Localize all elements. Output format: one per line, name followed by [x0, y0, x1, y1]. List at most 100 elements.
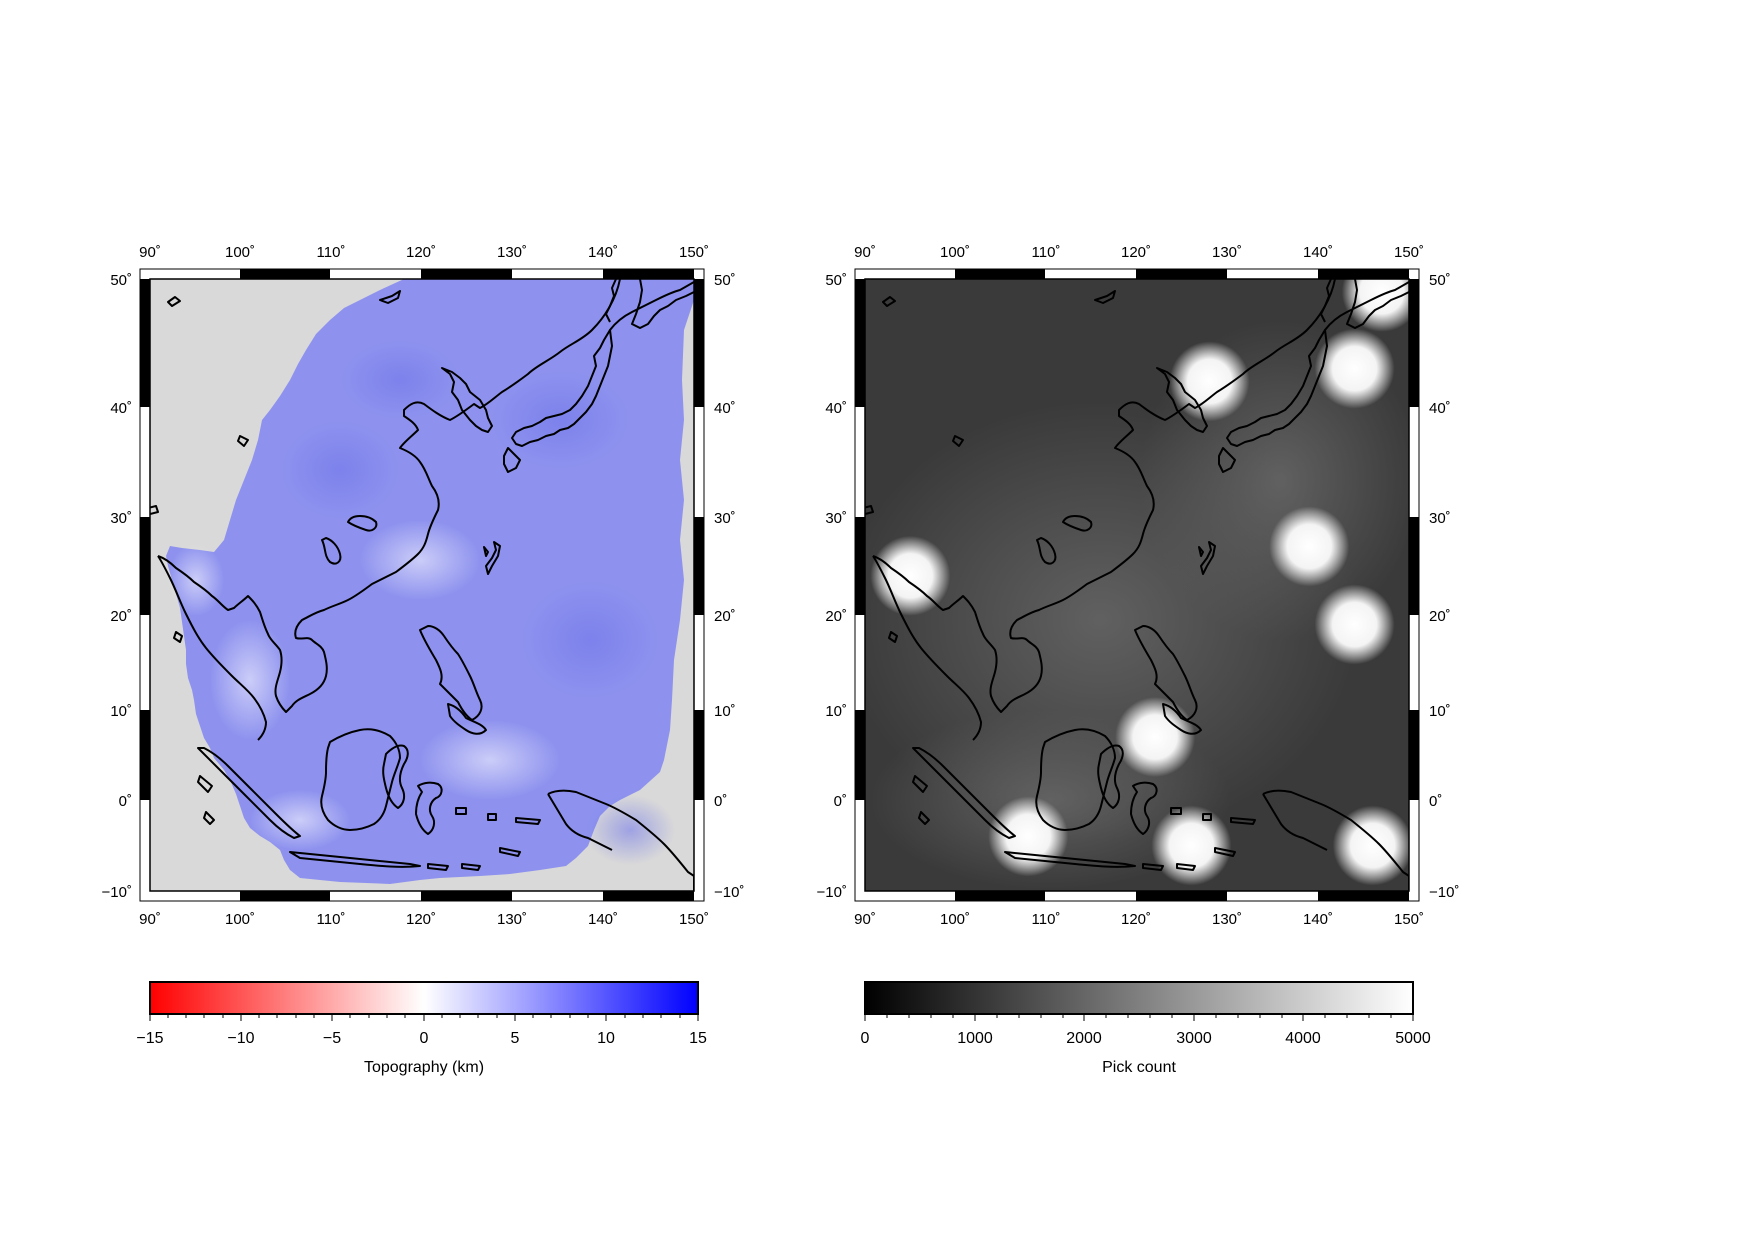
colorbar-tick-label: 0: [861, 1030, 870, 1047]
lon-tick-label: 140˚: [588, 911, 618, 928]
colorbar-minor-ticks: [167, 1014, 681, 1018]
colorbar-tick-label: −10: [227, 1030, 254, 1047]
lon-tick-label: 90˚: [139, 911, 161, 928]
colorbar-tick-label: 3000: [1176, 1030, 1212, 1047]
lat-tick-label: 20˚: [1429, 608, 1451, 625]
lat-tick-label: 20˚: [110, 608, 132, 625]
hotspots: [870, 279, 1409, 886]
lat-tick-label: 50˚: [1429, 272, 1451, 289]
lon-tick-label: 130˚: [1212, 911, 1242, 928]
lon-tick-label: 130˚: [497, 911, 527, 928]
lat-tick-label: −10˚: [714, 884, 744, 901]
lat-tick-label: 30˚: [110, 510, 132, 527]
pick-count-hotspot: [1115, 697, 1196, 777]
colorbar-gradient: [864, 981, 1414, 1015]
lon-tick-label: 150˚: [1394, 244, 1424, 261]
colorbar-tick-labels: −15 −10 −5 0 5 10 15: [136, 1030, 707, 1047]
frame-bars-left: [855, 279, 865, 800]
lat-tick-label: 30˚: [714, 510, 736, 527]
pick-count-hotspot: [1169, 341, 1250, 422]
lon-tick-label: 120˚: [1121, 911, 1151, 928]
colorbar-tick-label: −5: [323, 1030, 341, 1047]
colorbar-tick-label: 5: [511, 1030, 520, 1047]
frame-bars-left: [140, 279, 150, 800]
lon-tick-label: 130˚: [497, 244, 527, 261]
lon-tick-label: 140˚: [1303, 244, 1333, 261]
lat-tick-label: 40˚: [110, 400, 132, 417]
lat-tick-label: 0˚: [119, 793, 132, 810]
lon-tick-label: 150˚: [679, 244, 709, 261]
pick-count-hotspot: [1341, 279, 1409, 332]
lon-tick-label: 110˚: [317, 911, 346, 928]
lat-tick-label: 30˚: [825, 510, 847, 527]
lon-ticks-bottom: 90˚ 100˚ 110˚ 120˚ 130˚ 140˚ 150˚: [854, 911, 1424, 928]
lon-tick-label: 140˚: [588, 244, 618, 261]
lon-tick-label: 100˚: [940, 244, 970, 261]
frame-bars-bottom: [955, 891, 1409, 901]
lat-tick-label: 0˚: [714, 793, 727, 810]
lat-tick-label: −10˚: [102, 884, 132, 901]
lat-ticks-right: 50˚ 40˚ 30˚ 20˚ 10˚ 0˚ −10˚: [714, 272, 744, 901]
colorbar-tick-label: 10: [597, 1030, 615, 1047]
lat-tick-label: 40˚: [714, 400, 736, 417]
lat-tick-label: 50˚: [714, 272, 736, 289]
lon-tick-label: 120˚: [406, 244, 436, 261]
colorbar-major-ticks: [864, 1014, 1414, 1021]
frame-bars-right: [1409, 279, 1419, 800]
colorbar-tick-label: −15: [136, 1030, 163, 1047]
lon-tick-label: 100˚: [225, 244, 255, 261]
lon-tick-label: 110˚: [1032, 244, 1061, 261]
lat-tick-label: 20˚: [825, 608, 847, 625]
lat-tick-label: 20˚: [714, 608, 736, 625]
lat-tick-label: 10˚: [1429, 703, 1451, 720]
colorbar-tick-label: 5000: [1395, 1030, 1431, 1047]
pick-count-hotspot: [1314, 328, 1395, 409]
lat-tick-label: 30˚: [1429, 510, 1451, 527]
colorbar-tick-label: 15: [689, 1030, 707, 1047]
lat-tick-label: 10˚: [110, 703, 132, 720]
colorbar-tick-label: 4000: [1285, 1030, 1321, 1047]
topography-colorbar: −15 −10 −5 0 5 10 15 Topography (km): [136, 981, 707, 1076]
lon-tick-label: 120˚: [406, 911, 436, 928]
lat-tick-label: 10˚: [714, 703, 736, 720]
colorbar-gradient: [149, 981, 699, 1015]
lat-tick-label: 0˚: [1429, 793, 1442, 810]
lon-ticks-top: 90˚ 100˚ 110˚ 120˚ 130˚ 140˚ 150˚: [854, 244, 1424, 261]
lon-ticks-top: 90˚ 100˚ 110˚ 120˚ 130˚ 140˚ 150˚: [139, 244, 709, 261]
lon-tick-label: 100˚: [225, 911, 255, 928]
lon-tick-label: 90˚: [854, 911, 876, 928]
lat-ticks-left: 50˚ 40˚ 30˚ 20˚ 10˚ 0˚ −10˚: [102, 272, 132, 901]
colorbar-tick-label: 1000: [957, 1030, 993, 1047]
pick-count-hotspot: [988, 796, 1069, 877]
lat-ticks-right: 50˚ 40˚ 30˚ 20˚ 10˚ 0˚ −10˚: [1429, 272, 1459, 901]
lat-tick-label: −10˚: [1429, 884, 1459, 901]
lon-tick-label: 150˚: [1394, 911, 1424, 928]
colorbar-tick-label: 0: [420, 1030, 429, 1047]
lon-tick-label: 120˚: [1121, 244, 1151, 261]
lon-tick-label: 100˚: [940, 911, 970, 928]
frame-bars-top: [240, 269, 694, 279]
topography-panel: 90˚ 100˚ 110˚ 120˚ 130˚ 140˚ 150˚ 90˚ 10…: [102, 244, 745, 1076]
lat-ticks-left: 50˚ 40˚ 30˚ 20˚ 10˚ 0˚ −10˚: [817, 272, 847, 901]
lat-tick-label: −10˚: [817, 884, 847, 901]
lat-tick-label: 50˚: [110, 272, 132, 289]
colorbar-label: Pick count: [1102, 1059, 1176, 1076]
lon-tick-label: 150˚: [679, 911, 709, 928]
pick-count-colorbar: 0 1000 2000 3000 4000 5000 Pick count: [861, 981, 1431, 1076]
colorbar-tick-labels: 0 1000 2000 3000 4000 5000: [861, 1030, 1431, 1047]
colorbar-label: Topography (km): [364, 1059, 484, 1076]
lat-tick-label: 40˚: [1429, 400, 1451, 417]
lat-tick-label: 0˚: [834, 793, 847, 810]
colorbar-major-ticks: [149, 1014, 699, 1021]
lon-tick-label: 110˚: [1032, 911, 1061, 928]
pick-count-hotspot: [1151, 805, 1232, 886]
lon-tick-label: 110˚: [317, 244, 346, 261]
frame-bars-top: [955, 269, 1409, 279]
colorbar-tick-label: 2000: [1066, 1030, 1102, 1047]
pick-count-hotspot: [1332, 805, 1409, 886]
frame-bars-right: [694, 279, 704, 800]
lon-ticks-bottom: 90˚ 100˚ 110˚ 120˚ 130˚ 140˚ 150˚: [139, 911, 709, 928]
pick-count-hotspot: [870, 535, 951, 616]
colorbar-minor-ticks: [886, 1014, 1392, 1018]
